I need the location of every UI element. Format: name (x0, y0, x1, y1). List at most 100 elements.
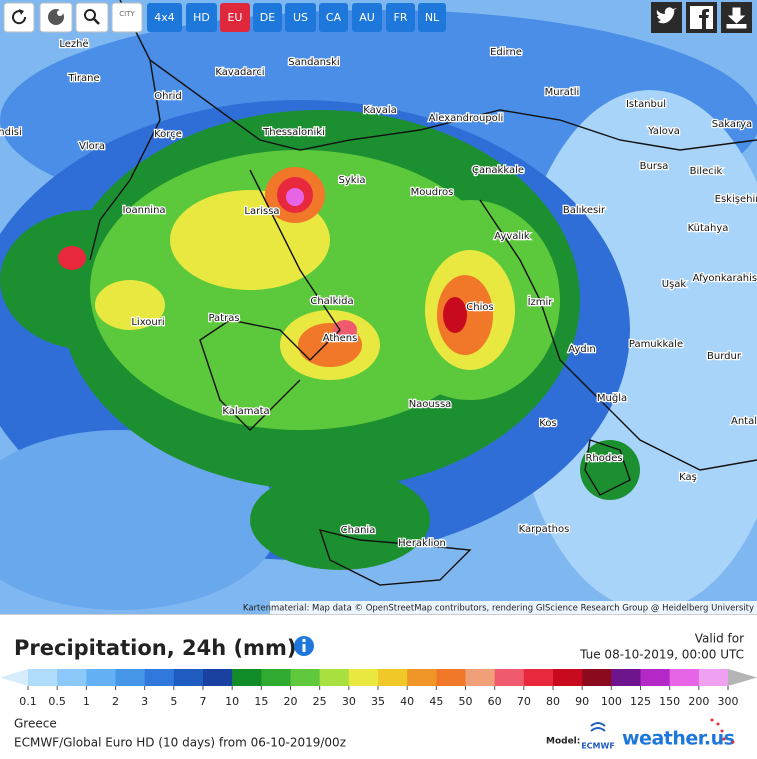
map-button[interactable]: US (285, 3, 316, 32)
city-label: Kütahya (688, 223, 729, 234)
city-label: Kavadarci (215, 67, 264, 78)
model-label: Model: (546, 737, 580, 747)
button-bg (220, 3, 250, 32)
facebook-button[interactable] (686, 2, 717, 33)
city-label: Naoussa (409, 399, 452, 410)
city-label: Tirane (67, 73, 99, 84)
city-label: Kalamata (222, 406, 269, 417)
scale-label: 150 (659, 695, 680, 708)
city-label: Athens (323, 333, 358, 344)
scale-segment (523, 669, 554, 686)
scale-label: 5 (170, 695, 177, 708)
button-label: AU (359, 11, 375, 24)
scale-end (728, 669, 757, 686)
scale-label: 300 (718, 695, 739, 708)
city-label: Lezhë (59, 39, 88, 50)
scale-segment (407, 669, 437, 686)
button-bg (319, 3, 348, 32)
city-label: Larissa (244, 206, 279, 217)
scale-label: 0.1 (19, 695, 37, 708)
info-icon[interactable] (294, 636, 314, 656)
city-labels: Lezhë Tirane Kavadarci Sandanski Edirne Ohrid… (0, 38, 757, 551)
scale-segment (436, 669, 466, 686)
city-label: Korçe (154, 129, 182, 140)
button-label: CITY (119, 10, 135, 18)
city-label: Yalova (647, 126, 680, 137)
scale-segment (348, 669, 379, 686)
map-button[interactable]: DE (253, 3, 282, 32)
button-bg (147, 3, 182, 32)
toolbar: CITY 4x4 HD EU DE US CA AU FR NL (3, 2, 752, 33)
source: ECMWF/Global Euro HD (10 days) from 06-1… (14, 736, 346, 750)
button-bg (386, 3, 415, 32)
scale-label: 60 (488, 695, 502, 708)
scale-label: 25 (313, 695, 327, 708)
button-label: NL (425, 11, 440, 24)
scale-segment (86, 669, 116, 686)
zoom-button[interactable] (75, 2, 109, 33)
scale-segment (611, 669, 641, 686)
scale-label: 80 (546, 695, 560, 708)
map-button[interactable]: HD (186, 3, 217, 32)
twitter-button[interactable] (651, 2, 682, 33)
city-label: Kaş (679, 472, 697, 483)
city-label: Istanbul (626, 99, 666, 110)
map-button[interactable]: FR (386, 3, 415, 32)
globe-button[interactable] (39, 2, 73, 33)
button-bg (186, 3, 217, 32)
city-label: Antal (731, 416, 757, 427)
map-button[interactable]: CA (319, 3, 348, 32)
map-button[interactable]: NL (418, 3, 446, 32)
map-button[interactable]: EU (220, 3, 250, 32)
city-label: Muratli (545, 87, 580, 98)
map-button[interactable]: 4x4 (147, 3, 182, 32)
scale-segment (290, 669, 321, 686)
city-label: Burdur (707, 351, 742, 362)
region: Greece (14, 717, 57, 731)
download-button[interactable] (721, 2, 752, 33)
city-label: Ioannina (122, 205, 165, 216)
scale-segment (173, 669, 204, 686)
scale-label: 10 (225, 695, 239, 708)
map-button[interactable]: CITY (111, 2, 143, 33)
city-label: Heraklion (398, 538, 446, 549)
legend: Precipitation, 24h (mm) Valid for Tue 08… (0, 614, 757, 751)
map-button[interactable]: AU (352, 3, 382, 32)
scale-segment (669, 669, 700, 686)
refresh-button[interactable] (3, 2, 35, 33)
city-label: Kavala (363, 105, 396, 116)
button-label: HD (193, 11, 210, 24)
city-label: Ayvalık (494, 231, 530, 242)
precip-field (0, 10, 757, 610)
city-label: Balıkesir (563, 205, 606, 216)
button-bg (253, 3, 282, 32)
scale-segment (319, 669, 350, 686)
city-label: Sandanski (288, 57, 339, 68)
scale-segment (582, 669, 612, 686)
legend-title: Precipitation, 24h (mm) (14, 636, 296, 660)
city-label: ndisi (0, 127, 22, 138)
city-label: Chalkida (310, 296, 353, 307)
scale-segment (378, 669, 408, 686)
scale-segment (232, 669, 262, 686)
city-label: Moudros (411, 187, 454, 198)
button-label: US (293, 11, 308, 24)
city-label: İzmir (528, 295, 554, 308)
city-label: Sakarya (712, 119, 752, 130)
scale-segment (698, 669, 729, 686)
city-label: Kos (539, 418, 556, 429)
city-label: Rhodes (585, 453, 622, 464)
attribution: Kartenmaterial: Map data © OpenStreetMap… (243, 604, 754, 614)
scale-label: 125 (630, 695, 651, 708)
scale-label: 0.5 (48, 695, 66, 708)
city-label: Bursa (640, 161, 669, 172)
city-label: Aydın (568, 344, 596, 355)
scale-label: 35 (371, 695, 385, 708)
scale-label: 7 (200, 695, 207, 708)
scale-label: 90 (575, 695, 589, 708)
scale-label: 15 (254, 695, 268, 708)
scale-segment (261, 669, 291, 686)
city-label: Afyonkarahisar (693, 273, 757, 284)
scale-segment (203, 669, 233, 686)
scale-segment (57, 669, 87, 686)
